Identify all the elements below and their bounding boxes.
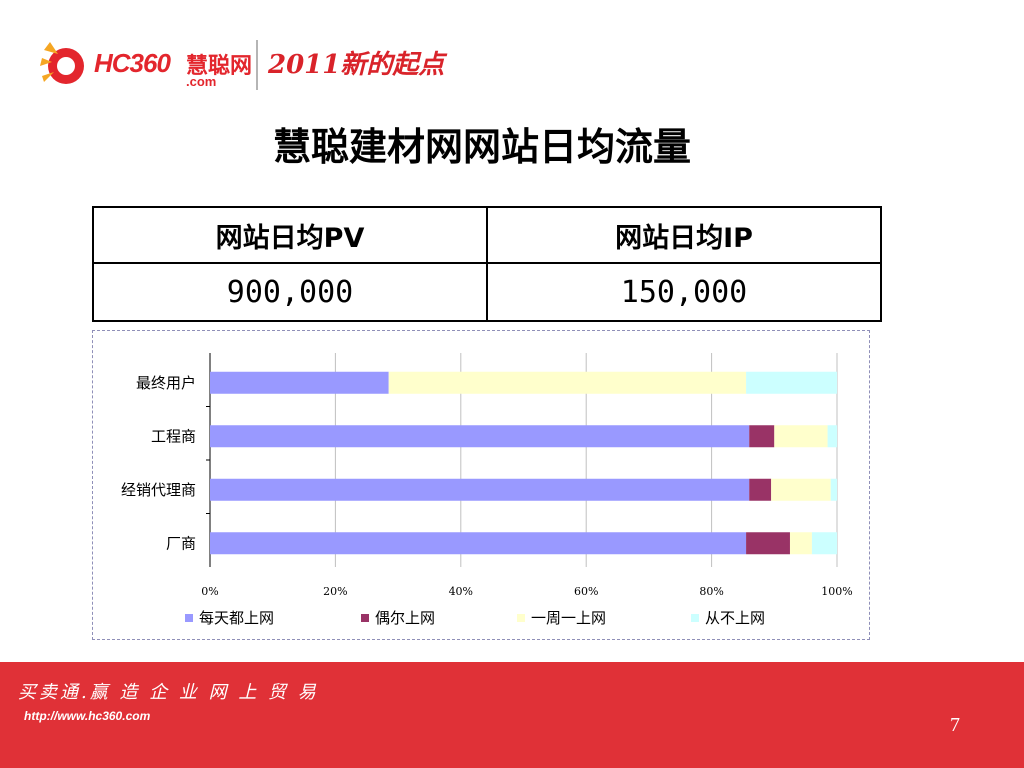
legend-label: 偶尔上网 [375, 609, 435, 627]
bar-segment [210, 532, 747, 555]
category-label: 最终用户 [136, 374, 196, 392]
logo-slogan: 2011新的起点 [268, 50, 445, 80]
flame-logo-icon [40, 42, 84, 84]
x-tick-label: 0% [201, 585, 218, 598]
bar-segment [811, 532, 837, 555]
stats-value-ip: 150,000 [486, 262, 882, 322]
x-tick-label: 100% [821, 585, 852, 598]
bar-segment [749, 425, 775, 448]
stats-header-pv: 网站日均PV [92, 206, 488, 264]
stats-header-row: 网站日均PV 网站日均IP [92, 206, 882, 264]
category-label: 厂商 [166, 534, 196, 552]
footer-slogan: 买卖通.赢 造 企 业 网 上 贸 易 [18, 682, 319, 703]
footer-url[interactable]: http://www.hc360.com [24, 709, 151, 723]
legend-label: 每天都上网 [199, 609, 274, 627]
legend-label: 一周一上网 [531, 609, 606, 627]
bar-segment [210, 478, 750, 501]
bar-segment [210, 371, 389, 394]
category-label: 经销代理商 [121, 481, 196, 499]
bar-segment [749, 478, 772, 501]
x-tick-label: 60% [574, 585, 598, 598]
category-label: 工程商 [151, 427, 196, 445]
bar-segment [746, 532, 790, 555]
legend-label: 从不上网 [705, 609, 765, 627]
page-title: 慧聪建材网网站日均流量 [272, 125, 691, 169]
stats-value-row: 900,000 150,000 [92, 262, 882, 322]
bar-segment [827, 425, 837, 448]
logo: HC360 慧聪网 .com 2011新的起点 [36, 36, 456, 94]
logo-brand: HC360 [94, 48, 171, 78]
logo-brand-cn: 慧聪网 [186, 54, 253, 79]
bar-segment [388, 371, 747, 394]
bar-segment [746, 371, 837, 394]
page-number: 7 [950, 714, 960, 736]
stats-header-ip: 网站日均IP [486, 206, 882, 264]
bar-segment [830, 478, 837, 501]
chart-box: 0% 20% 40% 60% 80% 100% 最终用户工程商经销代理商厂商每天都上网 偶尔上… [92, 330, 870, 640]
bar-segment [774, 425, 828, 448]
bar-segment [771, 478, 831, 501]
x-tick-label: 40% [449, 585, 473, 598]
x-tick-label: 80% [699, 585, 723, 598]
legend-swatch [517, 614, 525, 622]
stats-table: 网站日均PV 网站日均IP 900,000 150,000 [92, 206, 882, 322]
logo-divider [256, 40, 258, 90]
legend-swatch [691, 614, 699, 622]
legend-swatch [361, 614, 369, 622]
logo-domain: .com [186, 74, 217, 89]
stats-value-pv: 900,000 [92, 262, 488, 322]
bar-segment [789, 532, 812, 555]
legend-swatch [185, 614, 193, 622]
x-tick-label: 20% [323, 585, 347, 598]
footer: 买卖通.赢 造 企 业 网 上 贸 易 http://www.hc360.com… [0, 662, 1024, 768]
bar-segment [210, 425, 750, 448]
